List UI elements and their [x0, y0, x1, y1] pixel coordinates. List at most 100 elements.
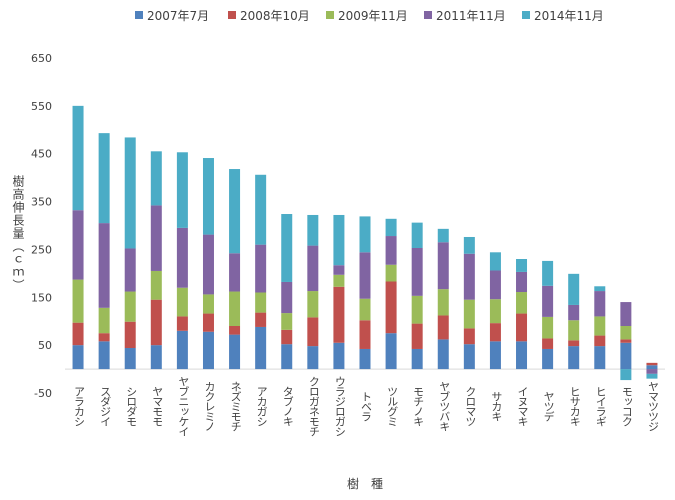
x-tick-label: スダジイ [99, 386, 112, 426]
x-axis-labels: アラカシ スダジイ シロダモ ヤマモモ ヤブニッケイ カクレミノ ネズミモチ アカガシ タブノキ… [73, 376, 660, 437]
bar-segment [620, 302, 632, 326]
bar-segment [281, 344, 293, 370]
x-tick-label: ヤブツバキ [438, 381, 451, 431]
bar-segment [202, 331, 214, 370]
x-tick-label: トベラ [360, 391, 373, 422]
bar-segment [333, 342, 345, 370]
bar-segment [72, 322, 84, 346]
bar-segment [385, 264, 397, 282]
bar-segment [72, 345, 84, 370]
bar-segment [333, 265, 345, 275]
bar-segment [229, 334, 241, 370]
bar-segment [359, 252, 371, 299]
bar-segment [255, 174, 267, 245]
bar-segment [568, 304, 580, 321]
x-tick-label: ヤマモモ [151, 386, 164, 426]
bar-segment [646, 369, 658, 374]
y-axis: -50 50 150 250 350 450 550 650 [31, 52, 52, 400]
x-tick-label: ヒイラギ [594, 386, 607, 426]
bar-segment [307, 346, 319, 370]
x-tick-label: シロダモ [125, 386, 138, 426]
x-tick-label: アカガシ [255, 386, 268, 426]
x-tick-label: ウラジロガシ [333, 376, 346, 436]
bar-segment [620, 369, 632, 381]
legend-swatch [135, 11, 143, 19]
bar-segment [229, 169, 241, 254]
bar-segment [463, 253, 475, 300]
bar-segment [516, 259, 528, 272]
bar-segment [150, 151, 162, 206]
bar-segment [568, 346, 580, 370]
bar-segment [516, 313, 528, 342]
bar-segment [359, 216, 371, 253]
legend-swatch [522, 11, 530, 19]
bar-segment [98, 307, 110, 334]
bar-segment [463, 236, 475, 254]
bar-segment [594, 316, 606, 336]
bar-segment [255, 326, 267, 370]
bar-segment [307, 291, 319, 318]
bar-segment [98, 133, 110, 224]
legend-swatch [326, 11, 334, 19]
bar-segment [202, 158, 214, 235]
bar-segment [255, 244, 267, 293]
bar-segment [411, 295, 423, 324]
bar-segment [489, 270, 501, 300]
bar-segment [281, 329, 293, 345]
bar-segment [281, 281, 293, 314]
x-tick-label: アラカシ [73, 386, 86, 426]
bar-segment [463, 328, 475, 345]
bar-segment [72, 210, 84, 280]
bar-segment [229, 253, 241, 292]
x-tick-label: ツルグミ [386, 386, 399, 426]
bar-segment [463, 299, 475, 329]
bar-segment [176, 316, 188, 331]
bar-segment [359, 298, 371, 321]
legend-label: 2009年11月 [338, 9, 408, 23]
bar-segment [202, 234, 214, 295]
bar-segment [98, 333, 110, 342]
bar-segment [489, 252, 501, 271]
bar-segment [385, 218, 397, 237]
bar-segment [333, 274, 345, 287]
bar-segment [594, 291, 606, 317]
x-tick-label: クロガネモチ [307, 376, 320, 437]
bar-segment [620, 326, 632, 340]
legend-label: 2014年11月 [534, 9, 604, 23]
bar-segment [489, 341, 501, 370]
x-tick-label: ヤツデ [542, 391, 555, 422]
y-tick-label: 650 [31, 52, 52, 65]
bar-segment [176, 227, 188, 288]
bar-segment [542, 260, 554, 286]
x-tick-label: ネズミモチ [229, 381, 242, 432]
bar-segment [489, 323, 501, 342]
bar-segment [516, 341, 528, 370]
bar-segment [620, 339, 632, 343]
bar-segment [568, 320, 580, 341]
bar-segment [463, 344, 475, 370]
bar-segment [437, 289, 449, 316]
legend-label: 2007年7月 [147, 9, 209, 23]
bar-segment [411, 247, 423, 296]
bar-segment [359, 348, 371, 370]
bar-segment [411, 323, 423, 349]
bar-segment [150, 205, 162, 271]
bars [72, 105, 658, 381]
bar-segment [150, 345, 162, 370]
bar-segment [385, 236, 397, 265]
bar-segment [255, 312, 267, 327]
bar-segment [646, 373, 658, 379]
x-tick-label: モチノキ [412, 386, 425, 426]
bar-segment [646, 362, 658, 366]
y-axis-title: 樹高伸長量（ｃｍ） [11, 175, 25, 292]
legend-label: 2011年11月 [436, 9, 506, 23]
bar-segment [202, 294, 214, 314]
bar-segment [437, 339, 449, 370]
bar-segment [255, 292, 267, 313]
bar-segment [437, 242, 449, 290]
bar-segment [646, 365, 658, 370]
bar-segment [176, 152, 188, 228]
x-tick-label: モッコク [620, 386, 633, 427]
bar-segment [124, 321, 136, 349]
